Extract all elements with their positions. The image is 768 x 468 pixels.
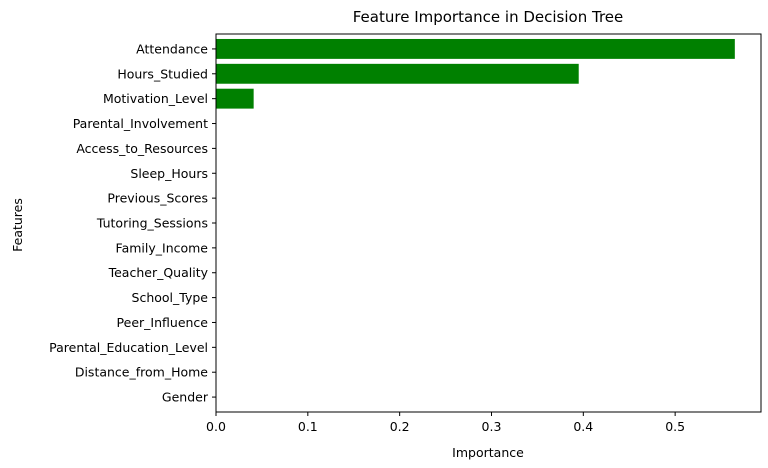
x-tick-label: 0.3	[482, 419, 502, 434]
y-tick-label: Gender	[162, 390, 209, 405]
x-axis-label: Importance	[452, 445, 524, 460]
y-tick-label: Tutoring_Sessions	[96, 216, 208, 231]
y-axis-ticks: Attendance Hours_Studied Motivation_Level P…	[49, 41, 216, 405]
y-tick-label: Motivation_Level	[103, 91, 208, 106]
y-tick-label: Family_Income	[116, 240, 209, 255]
x-tick-label: 0.2	[390, 419, 410, 434]
y-axis-label: Features	[10, 198, 25, 252]
x-tick-label: 0.1	[298, 419, 318, 434]
bar-attendance	[216, 38, 735, 59]
y-tick-label: Sleep_Hours	[130, 166, 208, 181]
x-axis-ticks: 0.0 0.1 0.2 0.3 0.4 0.5	[206, 412, 685, 434]
y-tick-label: School_Type	[132, 290, 209, 305]
bar-motivation-level	[216, 88, 254, 109]
y-tick-label: Attendance	[136, 41, 208, 56]
y-tick-label: Hours_Studied	[117, 66, 208, 81]
bars-group	[216, 38, 735, 109]
x-tick-label: 0.5	[665, 419, 685, 434]
y-tick-label: Access_to_Resources	[76, 141, 208, 156]
y-tick-label: Previous_Scores	[107, 191, 208, 206]
x-tick-label: 0.4	[573, 419, 593, 434]
y-tick-label: Distance_from_Home	[75, 365, 208, 380]
bar-hours-studied	[216, 63, 579, 84]
y-tick-label: Teacher_Quality	[108, 265, 209, 280]
y-tick-label: Parental_Education_Level	[49, 340, 208, 355]
chart-title: Feature Importance in Decision Tree	[353, 8, 624, 26]
y-tick-label: Peer_Influence	[117, 315, 209, 330]
y-tick-label: Parental_Involvement	[73, 116, 208, 131]
plot-frame	[215, 33, 762, 413]
x-tick-label: 0.0	[206, 419, 226, 434]
